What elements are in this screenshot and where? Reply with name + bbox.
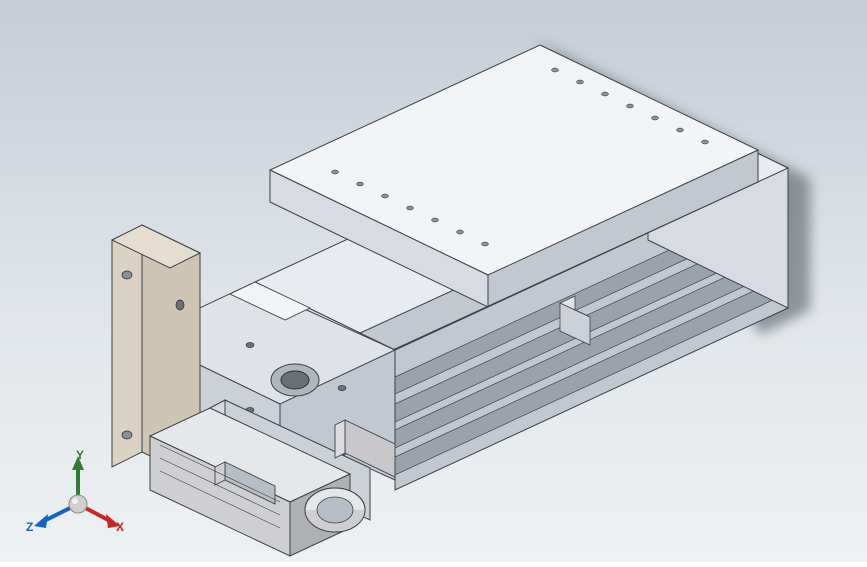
cad-viewport[interactable]: X Y Z [0, 0, 867, 562]
model-3d-view[interactable] [0, 0, 867, 562]
axis-z-label: Z [26, 520, 33, 534]
axis-x-label: X [116, 520, 124, 534]
orientation-triad[interactable]: X Y Z [30, 452, 120, 542]
model-svg [0, 0, 867, 562]
triad-svg [30, 452, 120, 542]
axis-y-label: Y [76, 448, 84, 462]
